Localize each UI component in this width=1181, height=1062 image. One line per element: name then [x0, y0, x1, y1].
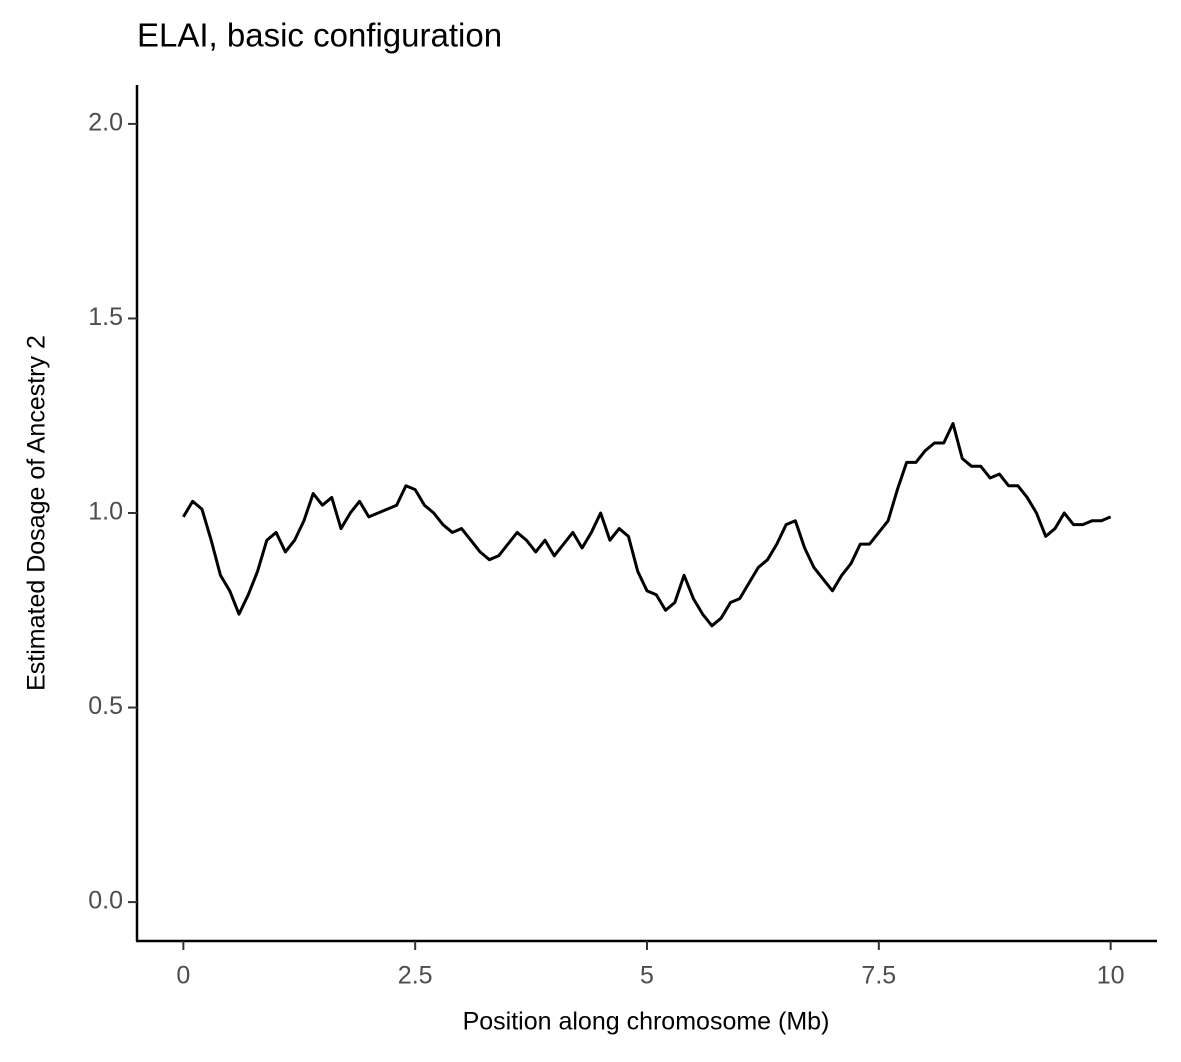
- x-tick-label: 0: [176, 962, 190, 990]
- y-tick-label: 0.5: [88, 692, 123, 720]
- y-tick-label: 2.0: [88, 109, 123, 137]
- y-tick-label: 1.0: [88, 498, 123, 526]
- y-tick-label: 1.5: [88, 303, 123, 331]
- x-tick-label: 10: [1097, 962, 1125, 990]
- x-axis-title: Position along chromosome (Mb): [463, 1008, 830, 1036]
- x-tick-label: 7.5: [861, 962, 896, 990]
- chart-title: ELAI, basic configuration: [137, 17, 502, 54]
- x-tick-label: 2.5: [398, 962, 433, 990]
- y-tick-label: 0.0: [88, 887, 123, 915]
- y-axis-title: Estimated Dosage of Ancestry 2: [23, 335, 51, 691]
- data-line: [182, 422, 1112, 628]
- x-tick-label: 5: [640, 962, 654, 990]
